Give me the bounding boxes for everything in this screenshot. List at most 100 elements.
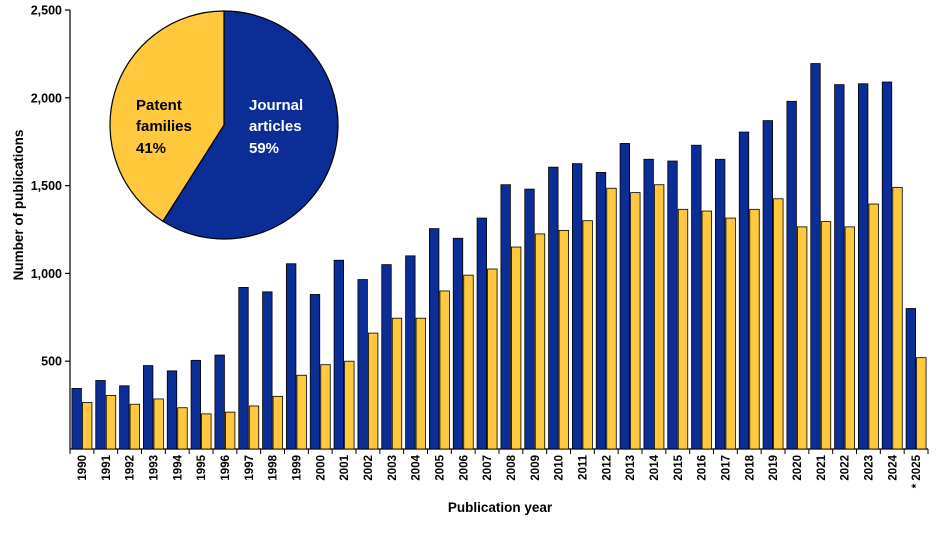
bar-journal xyxy=(787,101,797,449)
bar-journal xyxy=(715,159,725,449)
bar-patent xyxy=(440,291,450,449)
bar-journal xyxy=(143,366,153,449)
x-tick-label: 2020 xyxy=(792,455,804,481)
bar-patent xyxy=(345,361,355,449)
pie-label-journal: 59% xyxy=(249,140,279,157)
bar-patent xyxy=(202,414,212,449)
pie-label-patent: 41% xyxy=(136,140,166,157)
x-tick-label: 2000 xyxy=(315,455,327,481)
bar-patent xyxy=(893,187,903,449)
bar-journal xyxy=(620,143,630,449)
x-tick-label: 2001 xyxy=(339,454,351,480)
x-tick-label: * 2025 xyxy=(911,454,923,488)
y-tick-label: 1,500 xyxy=(31,179,62,193)
y-tick-label: 2,500 xyxy=(31,4,62,18)
pie-label-patent: Patent xyxy=(136,97,182,114)
bar-patent xyxy=(559,230,569,449)
bar-journal xyxy=(263,292,273,449)
x-tick-label: 2009 xyxy=(530,455,542,481)
bar-patent xyxy=(678,209,688,449)
x-tick-label: 2023 xyxy=(863,455,875,481)
x-tick-label: 1992 xyxy=(125,455,137,481)
x-tick-label: 1991 xyxy=(101,454,113,480)
x-tick-label: 2015 xyxy=(673,454,685,480)
bar-patent xyxy=(631,193,641,449)
bar-journal xyxy=(882,82,892,449)
x-tick-label: 2022 xyxy=(840,455,852,481)
bar-journal xyxy=(668,161,678,449)
bar-patent xyxy=(583,221,593,449)
bar-journal xyxy=(811,64,821,449)
x-tick-label: 2006 xyxy=(458,455,470,481)
bar-journal xyxy=(572,164,582,449)
bar-journal xyxy=(549,167,559,449)
x-tick-label: 2024 xyxy=(887,454,899,480)
x-tick-label: 2002 xyxy=(363,455,375,481)
x-tick-label: 1996 xyxy=(220,455,232,481)
x-tick-label: 2019 xyxy=(768,455,780,481)
y-tick-label: 1,000 xyxy=(31,267,62,281)
pie-label-journal: articles xyxy=(249,118,302,135)
x-tick-label: 2004 xyxy=(411,454,423,480)
bar-journal xyxy=(334,260,344,449)
bar-patent xyxy=(82,402,92,449)
bar-journal xyxy=(72,388,82,449)
bar-patent xyxy=(249,406,259,449)
x-tick-label: 2008 xyxy=(506,454,518,480)
bar-patent xyxy=(321,365,331,449)
x-tick-label: 2003 xyxy=(387,455,399,481)
bar-patent xyxy=(726,218,736,449)
x-axis: 1990 1991 1992 1993 1994 1995 1996 1997 1998 1999… xyxy=(70,449,928,488)
bar-patent xyxy=(488,269,498,449)
bar-journal xyxy=(453,238,463,449)
x-tick-label: 1993 xyxy=(148,455,160,481)
x-tick-label: 2017 xyxy=(720,455,732,481)
bar-patent xyxy=(464,275,474,449)
x-tick-label: 2005 xyxy=(434,454,446,480)
bar-journal xyxy=(763,121,773,449)
bar-patent xyxy=(869,204,879,449)
bar-journal xyxy=(477,218,487,449)
bar-journal xyxy=(358,280,368,449)
bar-journal xyxy=(692,145,702,449)
pie-chart: Journal articles 59% Patent families 41% xyxy=(110,11,338,239)
bar-journal xyxy=(239,287,249,449)
bar-journal xyxy=(120,386,130,449)
bar-patent xyxy=(130,404,140,449)
x-tick-label: 2014 xyxy=(649,454,661,480)
bar-journal xyxy=(286,264,296,449)
pie-label-journal: Journal xyxy=(249,97,303,114)
bar-patent xyxy=(392,318,402,449)
bar-journal xyxy=(501,185,511,449)
bar-patent xyxy=(225,412,235,449)
y-axis-title: Number of publications xyxy=(11,130,26,281)
x-tick-label: 1999 xyxy=(291,455,303,481)
bar-journal xyxy=(406,256,416,449)
y-tick-label: 2,000 xyxy=(31,91,62,105)
x-tick-label: 2007 xyxy=(482,455,494,481)
bar-patent xyxy=(702,211,712,449)
bar-patent xyxy=(845,227,855,449)
bar-journal xyxy=(215,355,225,449)
x-tick-label: 2016 xyxy=(697,455,709,481)
bar-patent xyxy=(178,408,188,449)
bar-patent xyxy=(106,395,116,449)
x-tick-label: 1994 xyxy=(172,454,184,480)
bar-journal xyxy=(429,229,439,449)
bar-patent xyxy=(917,358,927,449)
bar-patent xyxy=(654,185,664,449)
bar-journal xyxy=(191,360,201,449)
bar-patent xyxy=(511,247,520,449)
bar-journal xyxy=(382,265,392,449)
y-tick-label: 500 xyxy=(41,355,62,369)
bar-patent xyxy=(535,234,545,449)
bar-journal xyxy=(644,159,654,449)
x-tick-label: 2021 xyxy=(816,454,828,480)
bar-patent xyxy=(297,375,307,449)
bar-journal xyxy=(167,371,177,449)
bar-patent xyxy=(750,209,760,449)
bar-patent xyxy=(368,333,378,449)
bar-journal xyxy=(525,189,535,449)
x-tick-label: 2010 xyxy=(554,455,566,481)
bar-patent xyxy=(607,188,617,449)
